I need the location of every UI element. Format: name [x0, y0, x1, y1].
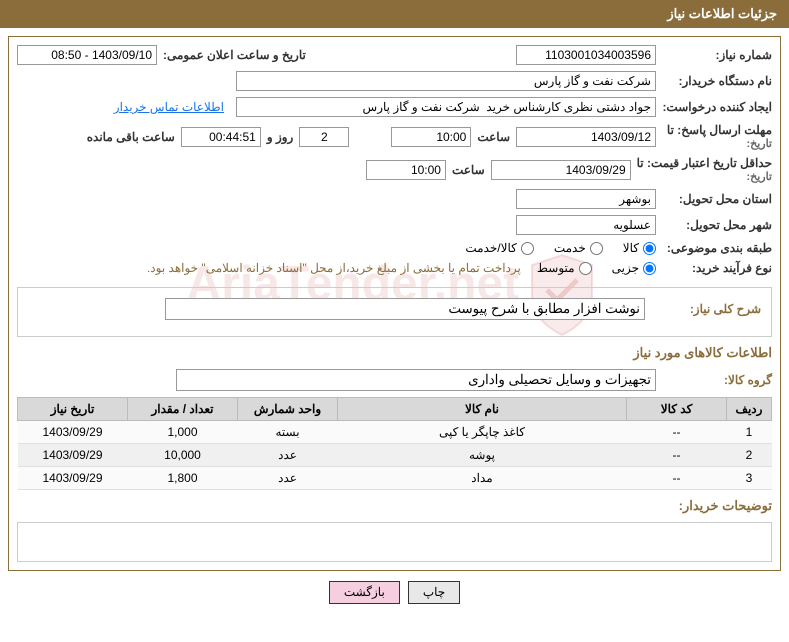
goods-info-title: اطلاعات کالاهای مورد نیاز	[17, 345, 772, 361]
radio-goods-service[interactable]: کالا/خدمت	[465, 241, 533, 255]
table-row: 3 -- مداد عدد 1,800 1403/09/29	[18, 467, 772, 490]
province-field	[516, 189, 656, 209]
label-buyer-org: نام دستگاه خریدار:	[662, 74, 772, 88]
subject-class-radios: کالا خدمت کالا/خدمت	[465, 241, 656, 255]
label-time2: ساعت	[452, 163, 485, 177]
page-title: جزئیات اطلاعات نیاز	[0, 0, 789, 28]
goods-group-field	[176, 369, 656, 391]
goods-table: ردیف کد کالا نام کالا واحد شمارش تعداد /…	[17, 397, 772, 490]
radio-goods[interactable]: کالا	[623, 241, 656, 255]
label-need-no: شماره نیاز:	[662, 48, 772, 62]
th-unit: واحد شمارش	[238, 398, 338, 421]
overall-desc-field	[165, 298, 645, 320]
deadline-date-field	[516, 127, 656, 147]
table-row: 1 -- کاغذ چاپگر یا کپی بسته 1,000 1403/0…	[18, 421, 772, 444]
buyer-contact-link[interactable]: اطلاعات تماس خریدار	[114, 100, 224, 114]
label-overall-desc: شرح کلی نیاز:	[651, 302, 761, 316]
button-row: چاپ بازگشت	[0, 581, 789, 604]
form-container: شماره نیاز: تاریخ و ساعت اعلان عمومی: نا…	[8, 36, 781, 571]
buyer-org-field	[236, 71, 656, 91]
label-time1: ساعت	[477, 130, 510, 144]
th-code: کد کالا	[627, 398, 727, 421]
th-name: نام کالا	[338, 398, 627, 421]
th-qty: تعداد / مقدار	[128, 398, 238, 421]
buyer-notes-title: توضیحات خریدار:	[17, 498, 772, 514]
label-quote-valid: حداقل تاریخ اعتبار قیمت: تا تاریخ:	[637, 156, 772, 183]
th-date: تاریخ نیاز	[18, 398, 128, 421]
payment-note: پرداخت تمام یا بخشی از مبلغ خرید،از محل …	[147, 261, 521, 275]
label-days: روز و	[267, 130, 294, 144]
quote-time-field	[366, 160, 446, 180]
purchase-type-radios: جزیی متوسط	[537, 261, 656, 275]
quote-date-field	[491, 160, 631, 180]
deadline-time-field	[391, 127, 471, 147]
radio-medium[interactable]: متوسط	[537, 261, 592, 275]
table-row: 2 -- پوشه عدد 10,000 1403/09/29	[18, 444, 772, 467]
label-goods-group: گروه کالا:	[662, 373, 772, 387]
print-button[interactable]: چاپ	[408, 581, 460, 604]
radio-small[interactable]: جزیی	[612, 261, 656, 275]
remaining-hms-field	[181, 127, 261, 147]
label-deadline: مهلت ارسال پاسخ: تا تاریخ:	[662, 123, 772, 150]
label-city: شهر محل تحویل:	[662, 218, 772, 232]
label-purchase-type: نوع فرآیند خرید:	[662, 261, 772, 275]
label-province: استان محل تحویل:	[662, 192, 772, 206]
label-requester: ایجاد کننده درخواست:	[662, 100, 772, 114]
radio-service[interactable]: خدمت	[554, 241, 603, 255]
requester-field	[236, 97, 656, 117]
description-section: شرح کلی نیاز:	[17, 287, 772, 337]
th-row: ردیف	[727, 398, 772, 421]
label-remaining: ساعت باقی مانده	[87, 130, 175, 144]
city-field	[516, 215, 656, 235]
remaining-days-field	[299, 127, 349, 147]
announce-datetime-field	[17, 45, 157, 65]
buyer-notes-box	[17, 522, 772, 562]
need-number-field	[516, 45, 656, 65]
label-announce-dt: تاریخ و ساعت اعلان عمومی:	[163, 48, 306, 62]
back-button[interactable]: بازگشت	[329, 581, 400, 604]
label-subject-class: طبقه بندی موضوعی:	[662, 241, 772, 255]
